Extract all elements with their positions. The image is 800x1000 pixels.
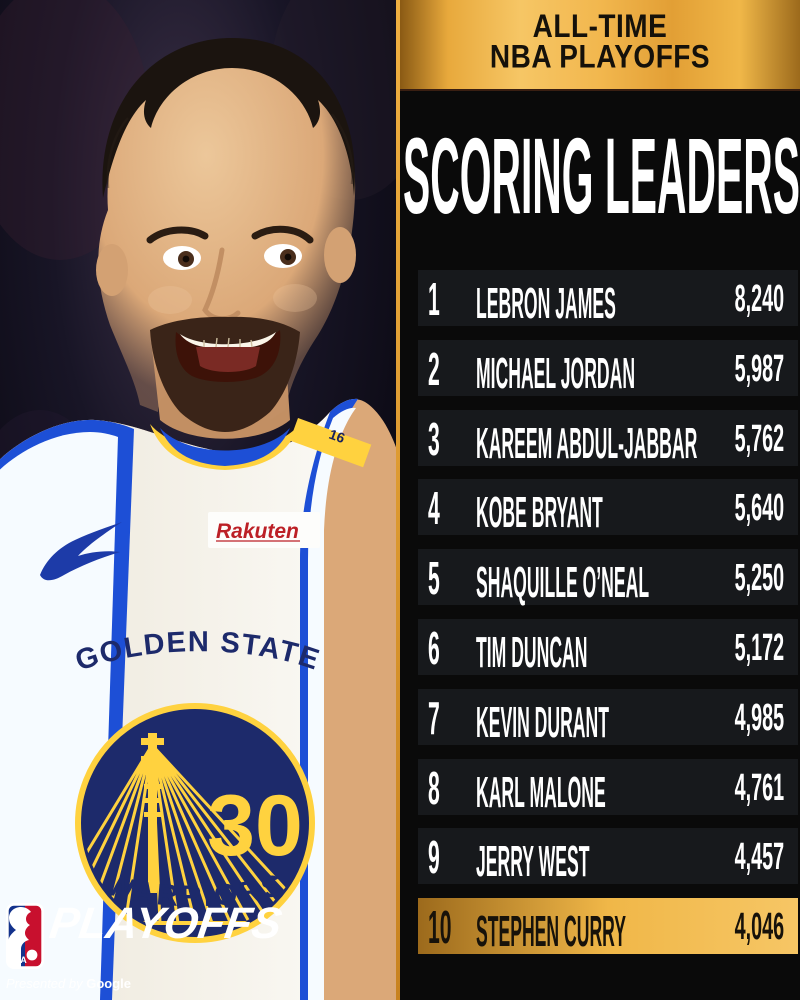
svg-text:30: 30 <box>207 778 303 874</box>
svg-text:Rakuten: Rakuten <box>216 520 299 543</box>
svg-text:Presented by Google: Presented by Google <box>6 976 131 991</box>
svg-text:NBA: NBA <box>7 955 27 965</box>
svg-text:PLAYOFFS: PLAYOFFS <box>47 899 286 948</box>
